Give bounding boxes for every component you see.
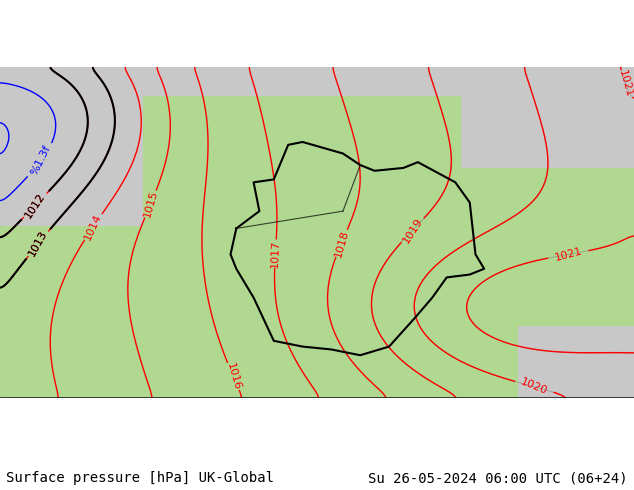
Text: 1017: 1017: [270, 239, 281, 268]
Text: Su 26-05-2024 06:00 UTC (06+24): Su 26-05-2024 06:00 UTC (06+24): [368, 471, 628, 485]
Text: 1021: 1021: [617, 69, 634, 98]
Text: Surface pressure [hPa] UK-Global: Surface pressure [hPa] UK-Global: [6, 471, 275, 485]
Text: 1013: 1013: [27, 229, 49, 258]
Text: 1015: 1015: [142, 189, 159, 219]
Text: 1018: 1018: [333, 228, 350, 258]
Text: 1013: 1013: [27, 229, 49, 258]
Text: 1014: 1014: [82, 212, 103, 242]
Text: 1012: 1012: [23, 191, 47, 220]
Text: %1.3f: %1.3f: [30, 144, 53, 177]
Text: 1020: 1020: [519, 377, 549, 397]
Text: 1019: 1019: [401, 216, 424, 245]
Text: 1021: 1021: [553, 246, 583, 263]
Text: 1012: 1012: [23, 191, 47, 220]
Text: 1016: 1016: [224, 362, 242, 392]
